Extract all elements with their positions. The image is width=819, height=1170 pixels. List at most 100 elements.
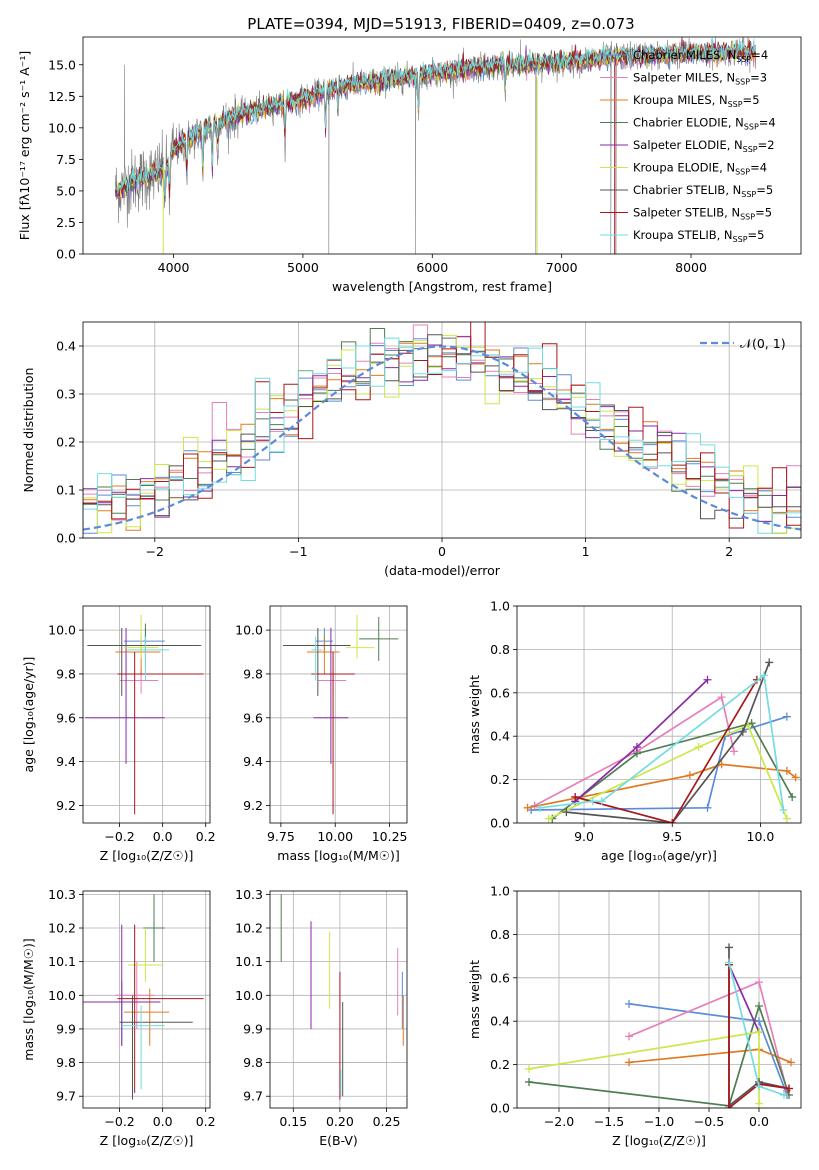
errorbar-point — [123, 627, 165, 653]
axes-frame — [82, 890, 211, 1109]
legend-entry: Kroupa MILES, NSSP=5 — [633, 93, 760, 109]
legend-model-name: Salpeter MILES — [633, 71, 719, 85]
legend-subscript: SSP — [741, 190, 756, 199]
mass-weight-series — [571, 675, 761, 823]
x-tick-label: 1 — [582, 544, 590, 559]
y-tick-label: 9.4 — [243, 754, 263, 769]
legend-entry: Chabrier MILES, NSSP=4 — [633, 48, 768, 64]
series-line — [527, 763, 797, 809]
x-tick-label: 0.0 — [153, 829, 173, 844]
legend-entry: Kroupa ELODIE, NSSP=4 — [633, 161, 767, 177]
legend-model-name: Chabrier MILES — [633, 48, 720, 62]
x-axis-label: age [log₁₀(age/yr)] — [601, 848, 717, 863]
errorbar-point — [83, 924, 161, 1046]
legend-subscript: SSP — [744, 123, 759, 132]
axes-frame — [269, 890, 408, 1109]
x-tick-label: 10.25 — [372, 829, 408, 844]
legend-eq: = — [758, 138, 768, 152]
legend-nssp: 2 — [767, 138, 774, 152]
legend-entry: Salpeter STELIB, NSSP=5 — [633, 206, 772, 222]
errorbar-point — [313, 627, 349, 764]
legend-eq: = — [750, 71, 760, 85]
plot-area-mass_vs_Z — [83, 894, 204, 1100]
legend-model-name: Kroupa STELIB — [633, 228, 717, 242]
plot-area-age_vs_mass — [283, 614, 399, 815]
y-axis-label: mass [log₁₀(M/M☉)] — [21, 938, 36, 1060]
x-tick-label: 0.0 — [749, 1114, 769, 1129]
x-tick-label: 0 — [438, 544, 446, 559]
legend-eq: = — [755, 206, 765, 220]
legend-prefix: , N — [724, 206, 740, 220]
plus-marker — [588, 797, 597, 806]
plus-marker — [765, 658, 774, 667]
plus-marker — [544, 814, 553, 823]
panel-mass_weight_vs_age: 9.0 9.5 10.0 0.0 0.2 0.4 0.6 0.8 1.0 age [log₁₀(a… — [467, 599, 802, 863]
y-axis-label: mass weight — [467, 960, 482, 1039]
errorbar-point — [311, 652, 355, 815]
plot-area-residuals — [83, 322, 801, 534]
x-tick-label: −1.5 — [594, 1114, 624, 1129]
x-tick-label: −0.2 — [104, 1114, 134, 1129]
y-tick-label: 10.2 — [48, 921, 76, 936]
x-axis-label: E(B-V) — [319, 1133, 358, 1148]
y-tick-label: 7.5 — [56, 152, 76, 167]
errorbar-point — [311, 636, 323, 681]
y-tick-label: 15.0 — [48, 57, 76, 72]
plus-marker — [717, 760, 726, 769]
series-line — [531, 715, 788, 811]
errorbar-point — [117, 924, 204, 1093]
plus-marker — [725, 1104, 733, 1108]
errorbar-point — [128, 928, 163, 982]
model-spectrum-line — [114, 37, 757, 197]
model-spectrum-line — [114, 39, 757, 202]
plus-marker — [717, 693, 726, 702]
plus-marker — [738, 727, 747, 736]
legend-model-name: Salpeter STELIB — [633, 206, 724, 220]
plus-marker — [782, 766, 791, 775]
legend-eq: = — [751, 48, 761, 62]
plus-marker — [703, 803, 712, 812]
plus-marker — [725, 958, 733, 967]
y-tick-label: 10.1 — [48, 954, 76, 969]
legend-subscript: SSP — [735, 168, 750, 177]
x-tick-label: 9.0 — [574, 829, 594, 844]
x-tick-label: 0.15 — [279, 1114, 307, 1129]
y-tick-label: 0.2 — [490, 772, 510, 787]
plus-marker — [525, 1064, 533, 1073]
y-tick-label: 0.0 — [490, 816, 510, 831]
series-line — [628, 1048, 792, 1064]
y-tick-label: 10.0 — [235, 988, 263, 1003]
legend-subscript: SSP — [728, 100, 743, 109]
legend-model-name: Kroupa MILES — [633, 93, 712, 107]
plot-area-spectrum — [114, 37, 757, 254]
plus-marker — [759, 671, 768, 680]
y-tick-label: 0.4 — [490, 729, 510, 744]
errorbar-point — [121, 1005, 165, 1090]
x-tick-label: 6000 — [416, 260, 448, 275]
plus-marker — [755, 1028, 763, 1037]
series-line — [566, 662, 770, 823]
x-tick-label: −0.5 — [694, 1114, 724, 1129]
y-axis-label: mass weight — [467, 675, 482, 754]
y-axis-label: Flux [fλ10⁻¹⁷ erg cm⁻² s⁻¹ A⁻¹] — [17, 51, 32, 240]
y-tick-label: 9.2 — [56, 798, 76, 813]
plus-marker — [632, 743, 641, 752]
y-tick-label: 9.2 — [243, 798, 263, 813]
legend-nssp: 5 — [752, 93, 759, 107]
y-tick-label: 9.8 — [56, 666, 76, 681]
legend-model-name: Chabrier STELIB — [633, 183, 725, 197]
axes-frame — [82, 321, 802, 539]
x-tick-label: 5000 — [287, 260, 319, 275]
legend-entry: Kroupa STELIB, NSSP=5 — [633, 228, 765, 244]
legend-prefix: , N — [719, 71, 735, 85]
errorbar-point — [119, 669, 159, 694]
errorbar-point — [123, 988, 170, 1046]
errorbar-point — [317, 669, 347, 694]
figure-title: PLATE=0394, MJD=51913, FIBERID=0409, z=0… — [247, 15, 634, 33]
x-tick-label: −0.2 — [104, 829, 134, 844]
residual-histogram — [83, 337, 801, 534]
x-tick-label: 7000 — [546, 260, 578, 275]
y-tick-label: 0.8 — [490, 927, 510, 942]
legend-eq: = — [756, 183, 766, 197]
y-tick-label: 0.4 — [56, 339, 76, 354]
